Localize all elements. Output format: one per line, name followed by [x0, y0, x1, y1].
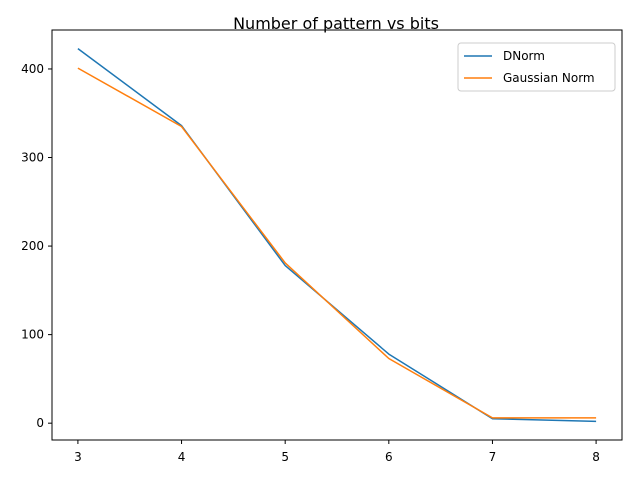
series-line-gaussian-norm	[78, 68, 596, 418]
x-tick-label: 3	[74, 450, 82, 464]
y-tick-label: 100	[21, 328, 44, 342]
y-tick-label: 0	[36, 416, 44, 430]
y-tick-label: 400	[21, 62, 44, 76]
legend: DNorm Gaussian Norm	[458, 43, 615, 91]
y-axis-ticks: 0 100 200 300 400	[21, 62, 52, 430]
series-line-dnorm	[78, 49, 596, 422]
legend-label-dnorm: DNorm	[503, 49, 545, 63]
y-tick-label: 200	[21, 239, 44, 253]
x-tick-label: 6	[385, 450, 393, 464]
series-lines	[78, 49, 596, 422]
x-axis-ticks: 3 4 5 6 7 8	[74, 440, 600, 464]
y-tick-label: 300	[21, 151, 44, 165]
legend-label-gaussian-norm: Gaussian Norm	[503, 71, 595, 85]
x-tick-label: 4	[178, 450, 186, 464]
x-tick-label: 7	[489, 450, 497, 464]
x-tick-label: 8	[592, 450, 600, 464]
x-tick-label: 5	[281, 450, 289, 464]
